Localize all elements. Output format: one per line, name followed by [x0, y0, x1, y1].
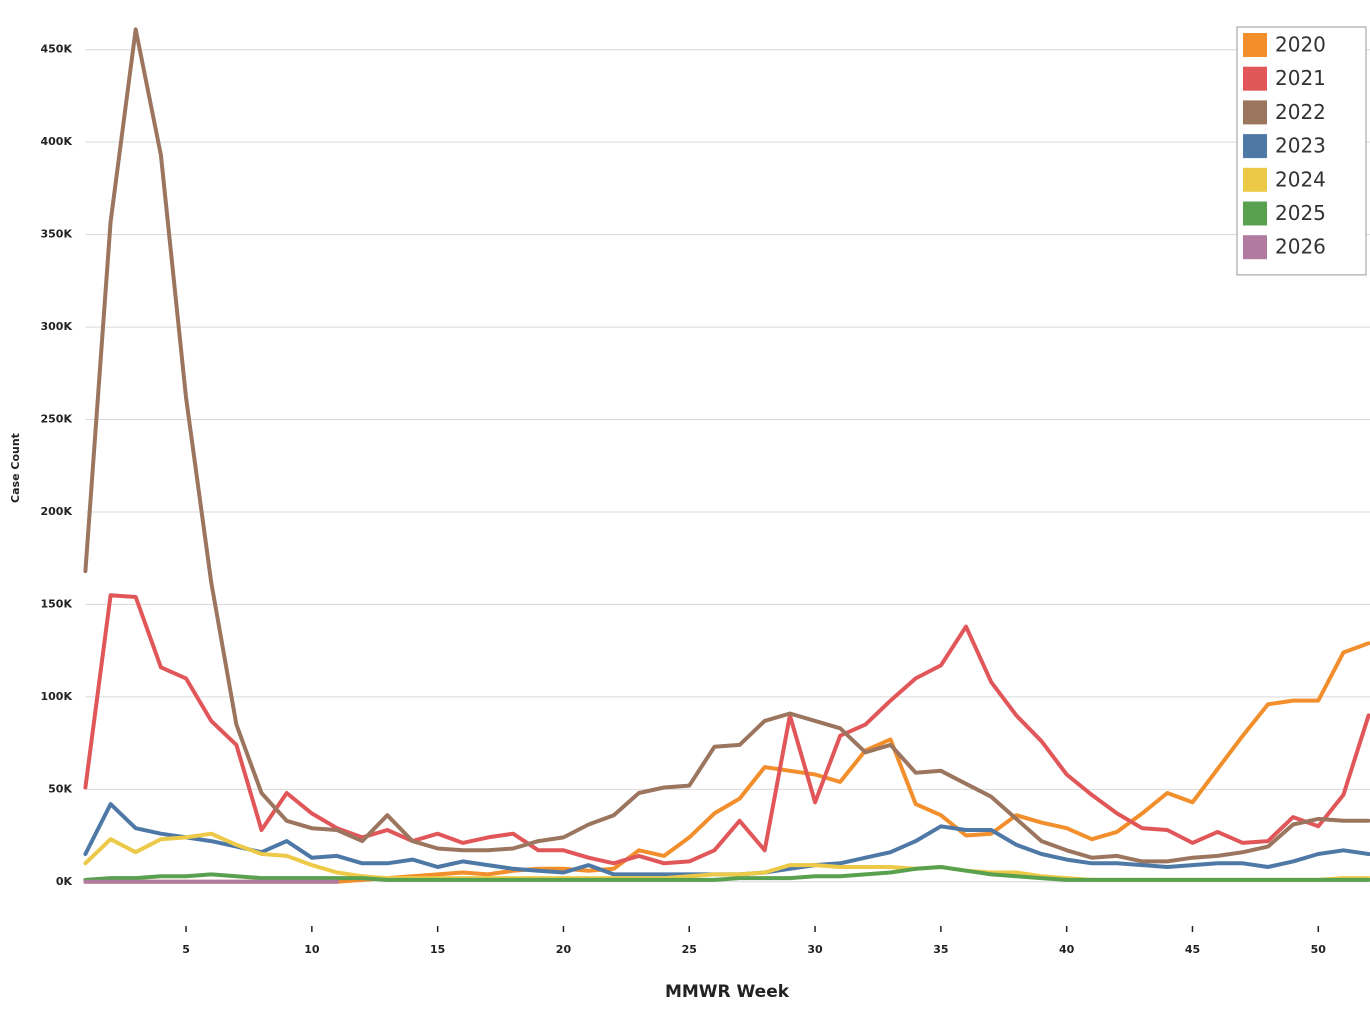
legend-label: 2023	[1275, 134, 1326, 158]
x-tick-label: 25	[682, 943, 697, 956]
y-tick-label: 50K	[48, 782, 72, 795]
x-tick-label: 45	[1185, 943, 1200, 956]
legend-label: 2020	[1275, 33, 1326, 57]
x-tick-label: 10	[304, 943, 320, 956]
x-tick-label: 40	[1059, 943, 1075, 956]
x-tick-label: 50	[1311, 943, 1327, 956]
y-tick-label: 150K	[41, 597, 73, 610]
y-tick-label: 0K	[56, 875, 73, 888]
y-tick-label: 450K	[41, 43, 73, 56]
x-tick-label: 30	[807, 943, 823, 956]
legend-swatch	[1243, 33, 1267, 57]
x-tick-label: 5	[182, 943, 190, 956]
series-line	[83, 865, 1370, 882]
legend-label: 2022	[1275, 100, 1326, 124]
legend-swatch	[1243, 201, 1267, 226]
y-tick-label: 400K	[41, 135, 73, 148]
y-tick-label: 350K	[41, 228, 73, 241]
x-tick-label: 15	[430, 943, 445, 956]
legend-swatch	[1243, 66, 1267, 91]
y-tick-label: 100K	[41, 690, 73, 703]
legend-swatch	[1243, 235, 1267, 260]
legend-label: 2024	[1275, 167, 1326, 191]
x-tick-label: 20	[556, 943, 572, 956]
legend-swatch	[1243, 100, 1267, 125]
series-line	[83, 27, 1370, 864]
y-tick-label: 250K	[41, 413, 73, 426]
legend-swatch	[1243, 134, 1267, 159]
x-axis-title: MMWR Week	[665, 982, 790, 1002]
legend-label: 2025	[1275, 201, 1326, 225]
series-line	[83, 593, 1370, 866]
y-tick-label: 300K	[41, 320, 73, 333]
legend-swatch	[1243, 167, 1267, 192]
y-tick-label: 200K	[41, 505, 73, 518]
y-axis-title: Case Count	[9, 433, 22, 503]
x-tick-label: 35	[933, 943, 948, 956]
legend-label: 2026	[1275, 235, 1326, 259]
legend-label: 2021	[1275, 66, 1326, 90]
